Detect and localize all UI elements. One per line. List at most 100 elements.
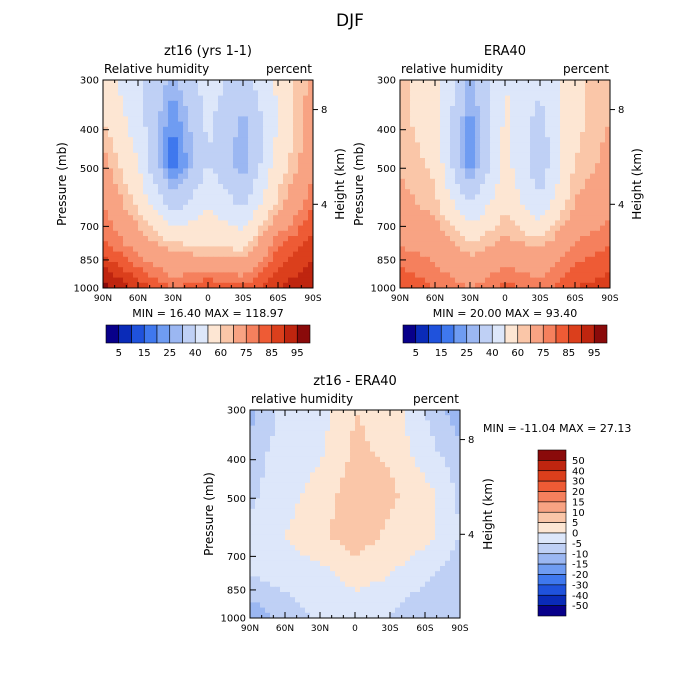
heatmap-cell xyxy=(445,199,451,206)
heatmap-cell xyxy=(420,498,426,505)
heatmap-cell xyxy=(108,178,114,185)
heatmap-cell xyxy=(248,126,254,133)
heatmap-cell xyxy=(103,262,109,268)
heatmap-cell xyxy=(430,215,436,221)
heatmap-cell xyxy=(595,80,601,86)
heatmap-cell xyxy=(405,189,411,195)
heatmap-cell xyxy=(570,230,576,237)
heatmap-cell xyxy=(565,241,571,247)
heatmap-cell xyxy=(410,106,416,112)
heatmap-cell xyxy=(555,137,561,143)
heatmap-cell xyxy=(520,236,526,242)
heatmap-cell xyxy=(193,116,199,123)
heatmap-cell xyxy=(203,236,209,242)
heatmap-cell xyxy=(420,410,426,416)
heatmap-cell xyxy=(248,121,254,128)
heatmap-cell xyxy=(308,204,313,211)
heatmap-cell xyxy=(335,545,341,551)
heatmap-cell xyxy=(265,415,271,421)
heatmap-cell xyxy=(445,262,451,268)
heatmap-cell xyxy=(268,168,274,175)
heatmap-cell xyxy=(510,267,516,273)
heatmap-cell xyxy=(390,482,396,489)
heatmap-cell xyxy=(450,277,456,284)
heatmap-cell xyxy=(250,534,256,541)
heatmap-cell xyxy=(198,126,204,133)
heatmap-cell xyxy=(278,277,284,284)
heatmap-cell xyxy=(223,111,229,117)
heatmap-cell xyxy=(335,493,341,499)
heatmap-cell xyxy=(595,116,601,123)
colorbar-swatch xyxy=(428,324,442,344)
heatmap-cell xyxy=(158,163,164,169)
heatmap-cell xyxy=(293,152,299,159)
heatmap-cell xyxy=(465,184,471,190)
heatmap-cell xyxy=(133,210,139,216)
heatmap-cell xyxy=(188,85,194,91)
heatmap-cell xyxy=(490,267,496,273)
heatmap-cell xyxy=(295,493,301,499)
heatmap-cell xyxy=(440,566,446,572)
heatmap-cell xyxy=(440,550,446,557)
heatmap-cell xyxy=(228,100,234,107)
heatmap-cell xyxy=(265,581,271,588)
heatmap-cell xyxy=(425,163,431,169)
heatmap-cell xyxy=(520,230,526,237)
heatmap-cell xyxy=(360,540,366,546)
heatmap-cell xyxy=(530,121,536,128)
heatmap-cell xyxy=(455,137,461,143)
heatmap-cell xyxy=(275,420,281,427)
heatmap-cell xyxy=(308,267,313,273)
heatmap-cell xyxy=(435,204,441,211)
heatmap-cell xyxy=(128,137,134,143)
heatmap-cell xyxy=(520,189,526,195)
heatmap-cell xyxy=(108,121,114,128)
heatmap-cell xyxy=(303,168,309,175)
heatmap-cell xyxy=(430,116,436,123)
heatmap-cell xyxy=(288,168,294,175)
heatmap-cell xyxy=(370,519,376,525)
heatmap-cell xyxy=(283,178,289,185)
heatmap-cell xyxy=(293,215,299,221)
heatmap-cell xyxy=(300,451,306,458)
heatmap-cell xyxy=(228,262,234,268)
heatmap-cell xyxy=(193,225,199,232)
heatmap-cell xyxy=(345,446,351,453)
heatmap-cell xyxy=(565,178,571,185)
heatmap-cell xyxy=(193,173,199,180)
heatmap-cell xyxy=(420,241,426,247)
heatmap-cell xyxy=(168,178,174,185)
heatmap-cell xyxy=(435,555,441,562)
heatmap-cell xyxy=(590,90,596,97)
heatmap-cell xyxy=(535,194,541,201)
heatmap-cell xyxy=(485,267,491,273)
heatmap-cell xyxy=(153,106,159,112)
heatmap-cell xyxy=(250,524,256,531)
heatmap-cell xyxy=(258,178,264,185)
y-tick-label: 400 xyxy=(377,125,396,136)
heatmap-cell xyxy=(345,550,351,557)
heatmap-cell xyxy=(325,555,331,562)
heatmap-cell xyxy=(600,189,606,195)
heatmap-cell xyxy=(575,178,581,185)
heatmap-cell xyxy=(540,163,546,169)
heatmap-cell xyxy=(108,251,114,258)
heatmap-cell xyxy=(490,272,496,279)
heatmap-cell xyxy=(530,184,536,190)
heatmap-cell xyxy=(480,282,486,288)
heatmap-cell xyxy=(435,147,441,154)
heatmap-cell xyxy=(445,566,451,572)
heatmap-cell xyxy=(355,415,361,421)
heatmap-cell xyxy=(480,251,486,258)
heatmap-cell xyxy=(455,282,461,288)
heatmap-cell xyxy=(233,111,239,117)
heatmap-cell xyxy=(460,137,466,143)
heatmap-cell xyxy=(298,256,304,263)
heatmap-cell xyxy=(143,282,149,288)
heatmap-cell xyxy=(278,121,284,128)
heatmap-cell xyxy=(390,514,396,520)
heatmap-cell xyxy=(585,137,591,143)
heatmap-cell xyxy=(270,430,276,437)
heatmap-cell xyxy=(198,267,204,273)
heatmap-cell xyxy=(430,277,436,284)
